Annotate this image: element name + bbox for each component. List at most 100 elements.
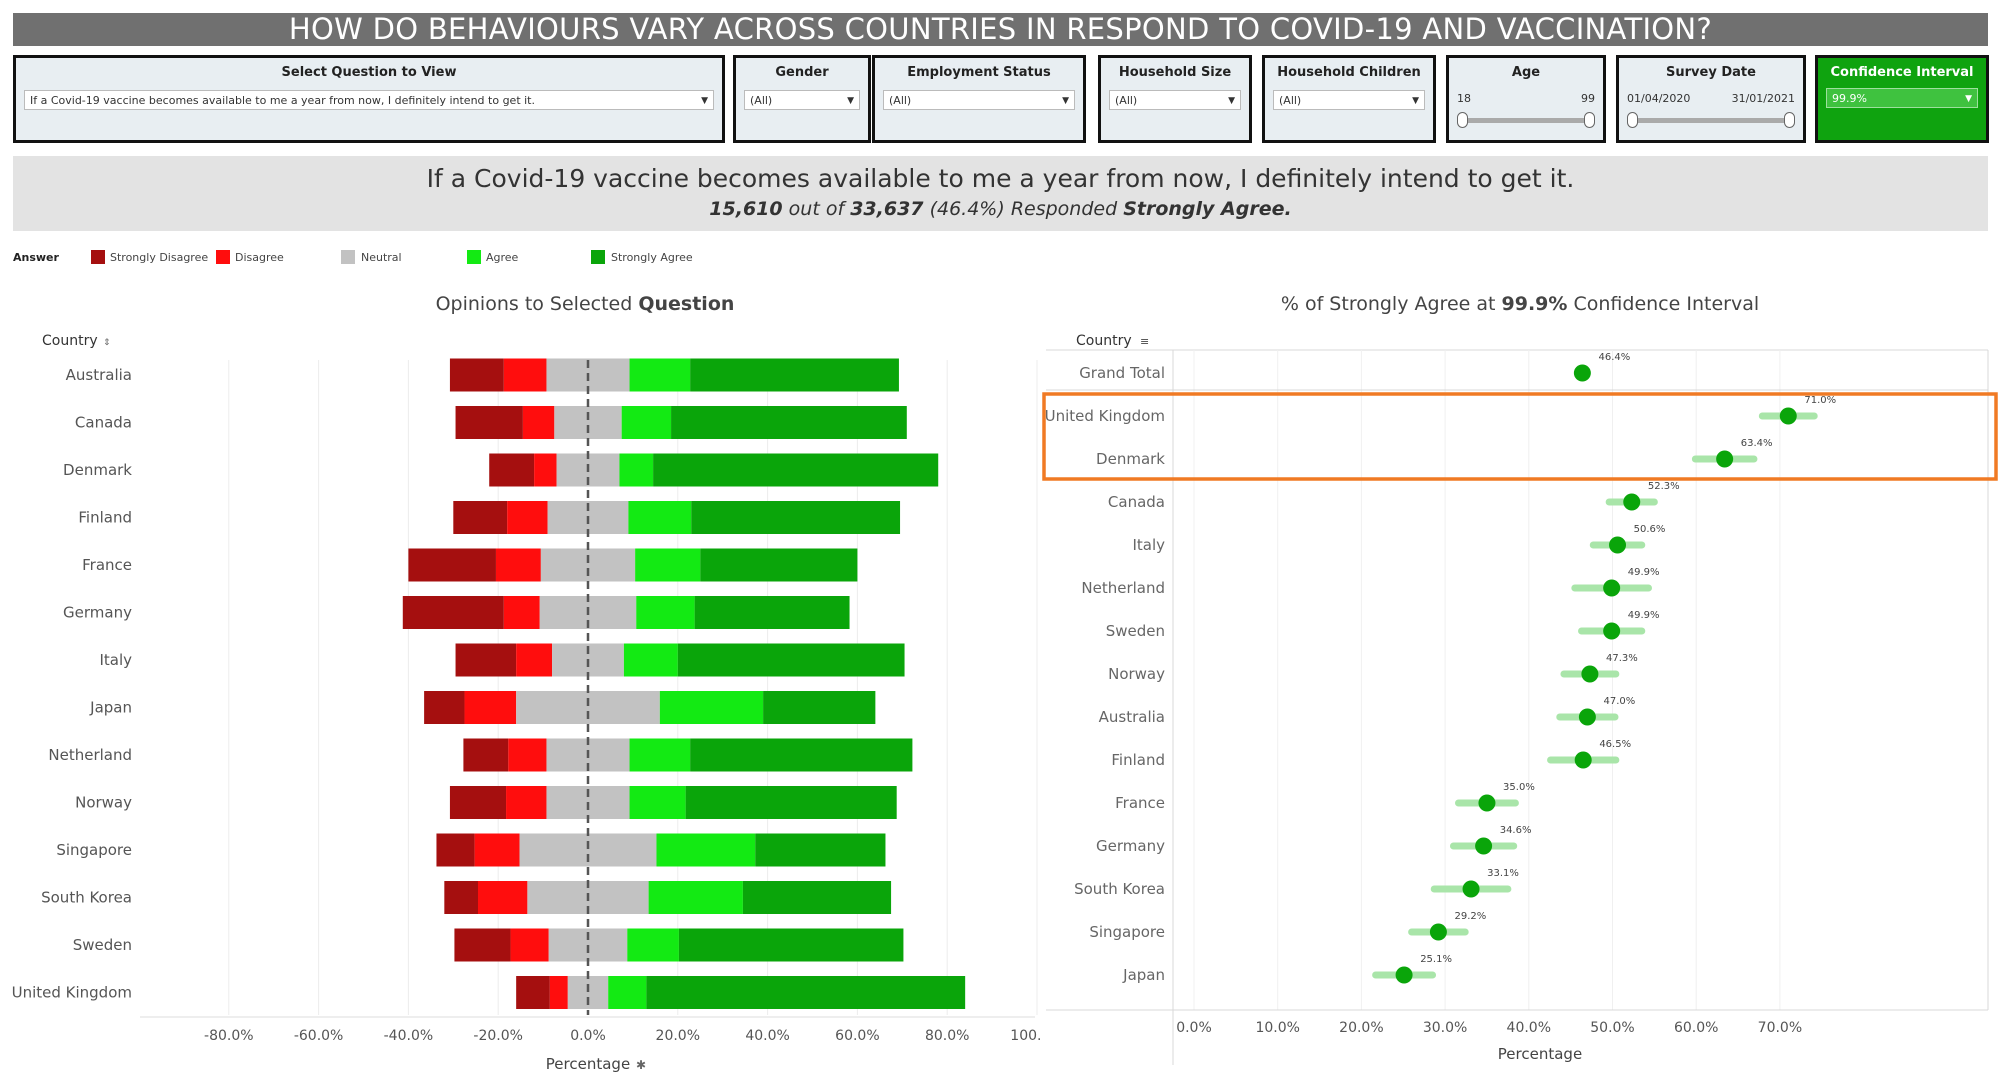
age-filter[interactable]: Age 18 99 bbox=[1446, 55, 1606, 143]
household-children-dropdown[interactable]: (All) ▼ bbox=[1273, 90, 1425, 110]
country-label: United Kingdom bbox=[1045, 407, 1165, 425]
right-chart-title: % of Strongly Agree at 99.9% Confidence … bbox=[1150, 293, 1890, 315]
answer-legend: Answer Strongly Disagree Disagree Neutra… bbox=[13, 250, 773, 270]
age-min-value: 18 bbox=[1457, 92, 1471, 105]
household-children-filter[interactable]: Household Children (All) ▼ bbox=[1262, 55, 1436, 143]
strongly-disagree-bar bbox=[455, 643, 517, 677]
confidence-interval-filter-label: Confidence Interval bbox=[1830, 65, 1974, 80]
legend-label-disagree: Disagree bbox=[235, 251, 284, 264]
pin-icon: ✱ bbox=[636, 1058, 646, 1072]
response-pct: (46.4%) bbox=[929, 198, 1005, 220]
survey-date-filter[interactable]: Survey Date 01/04/2020 31/01/2021 bbox=[1616, 55, 1806, 143]
strongly-agree-bar bbox=[690, 738, 913, 772]
disagree-bar bbox=[495, 548, 541, 582]
legend-swatch-neutral bbox=[341, 250, 355, 264]
strongly-disagree-bar bbox=[436, 833, 475, 867]
value-dot bbox=[1429, 923, 1447, 941]
value-label: 47.3% bbox=[1606, 653, 1638, 664]
country-label: Norway bbox=[75, 794, 132, 812]
chevron-down-icon: ▼ bbox=[1062, 96, 1069, 106]
strongly-agree-bar bbox=[691, 501, 901, 534]
value-label: 33.1% bbox=[1487, 868, 1519, 879]
age-min-handle[interactable] bbox=[1457, 112, 1468, 128]
country-label: Italy bbox=[1132, 536, 1165, 554]
household-size-dropdown[interactable]: (All) ▼ bbox=[1109, 90, 1241, 110]
confidence-interval-dropdown[interactable]: 99.9% ▼ bbox=[1826, 88, 1978, 108]
disagree-bar bbox=[549, 976, 568, 1009]
question-filter[interactable]: Select Question to View If a Covid-19 va… bbox=[13, 55, 725, 143]
response-total: 33,637 bbox=[850, 198, 924, 220]
legend-swatch-disagree bbox=[216, 250, 230, 264]
household-size-filter[interactable]: Household Size (All) ▼ bbox=[1098, 55, 1252, 143]
legend-label-agree: Agree bbox=[486, 251, 519, 264]
strongly-disagree-bar bbox=[408, 548, 496, 582]
employment-filter[interactable]: Employment Status (All) ▼ bbox=[872, 55, 1086, 143]
legend-swatch-strongly-disagree bbox=[91, 250, 105, 264]
gender-filter[interactable]: Gender (All) ▼ bbox=[733, 55, 871, 143]
right-row-header: Country bbox=[1076, 333, 1132, 349]
value-label: 50.6% bbox=[1634, 524, 1666, 535]
neutral-bar bbox=[540, 548, 636, 582]
country-label: Italy bbox=[99, 651, 132, 669]
strongly-disagree-bar bbox=[463, 738, 509, 772]
agree-bar bbox=[648, 881, 743, 914]
right-chart-title-bold: 99.9% bbox=[1501, 293, 1568, 315]
value-label: 47.0% bbox=[1603, 696, 1635, 707]
response-count: 15,610 bbox=[709, 198, 783, 220]
household-size-filter-label: Household Size bbox=[1118, 65, 1232, 80]
age-max-handle[interactable] bbox=[1584, 112, 1595, 128]
x-tick-label: 50.0% bbox=[1590, 1020, 1634, 1036]
gender-dropdown[interactable]: (All) ▼ bbox=[744, 90, 860, 110]
strongly-agree-bar bbox=[742, 881, 892, 914]
strongly-agree-bar bbox=[671, 406, 907, 439]
question-filter-label: Select Question to View bbox=[281, 65, 457, 80]
age-max-value: 99 bbox=[1581, 92, 1595, 105]
strongly-disagree-bar bbox=[453, 501, 508, 534]
left-chart-title-bold: Question bbox=[638, 293, 735, 315]
strongly-agree-ci-chart: Country ≡ Grand Total 46.4% United Kingdom 71… bbox=[1042, 333, 1998, 1065]
value-dot bbox=[1581, 665, 1599, 683]
confidence-interval-filter[interactable]: Confidence Interval 99.9% ▼ bbox=[1815, 55, 1989, 143]
neutral-bar bbox=[554, 406, 622, 439]
agree-bar bbox=[619, 453, 654, 487]
x-tick-label: 60.0% bbox=[835, 1028, 879, 1044]
value-dot bbox=[1578, 708, 1596, 726]
right-chart-title-prefix: % of Strongly Agree at bbox=[1280, 293, 1496, 315]
disagree-bar bbox=[510, 928, 549, 962]
country-label: Sweden bbox=[1106, 622, 1165, 640]
employment-dropdown[interactable]: (All) ▼ bbox=[883, 90, 1075, 110]
strongly-disagree-bar bbox=[444, 881, 478, 914]
country-label: France bbox=[1115, 794, 1165, 812]
legend-swatch-strongly-agree bbox=[591, 250, 605, 264]
legend-label-strongly-disagree: Strongly Disagree bbox=[110, 251, 209, 264]
value-label: 52.3% bbox=[1648, 481, 1680, 492]
strongly-agree-bar bbox=[685, 786, 897, 819]
household-children-dropdown-value: (All) bbox=[1279, 94, 1302, 107]
value-label: 49.9% bbox=[1628, 610, 1660, 621]
survey-date-slider-track[interactable] bbox=[1631, 118, 1791, 123]
employment-dropdown-value: (All) bbox=[889, 94, 912, 107]
strongly-disagree-bar bbox=[516, 976, 550, 1009]
neutral-bar bbox=[516, 691, 660, 724]
disagree-bar bbox=[534, 453, 557, 487]
left-chart-title: Opinions to Selected Question bbox=[360, 293, 810, 315]
question-dropdown[interactable]: If a Covid-19 vaccine becomes available … bbox=[24, 90, 714, 110]
agree-bar bbox=[629, 738, 691, 772]
country-label: Norway bbox=[1108, 665, 1165, 683]
country-label: France bbox=[82, 556, 132, 574]
value-label: 49.9% bbox=[1628, 567, 1660, 578]
country-label: Canada bbox=[1108, 493, 1165, 511]
employment-filter-label: Employment Status bbox=[907, 65, 1051, 80]
survey-date-max-handle[interactable] bbox=[1784, 112, 1795, 128]
strongly-disagree-bar bbox=[489, 453, 535, 487]
agree-bar bbox=[628, 501, 692, 534]
survey-date-min-handle[interactable] bbox=[1627, 112, 1638, 128]
country-label: Denmark bbox=[63, 461, 132, 479]
x-tick-label: 20.0% bbox=[656, 1028, 700, 1044]
disagree-bar bbox=[477, 881, 528, 914]
strongly-agree-bar bbox=[677, 643, 905, 677]
question-dropdown-value: If a Covid-19 vaccine becomes available … bbox=[30, 94, 535, 107]
value-label: 35.0% bbox=[1503, 782, 1535, 793]
legend-swatch-agree bbox=[467, 250, 481, 264]
age-slider-track[interactable] bbox=[1461, 118, 1591, 123]
